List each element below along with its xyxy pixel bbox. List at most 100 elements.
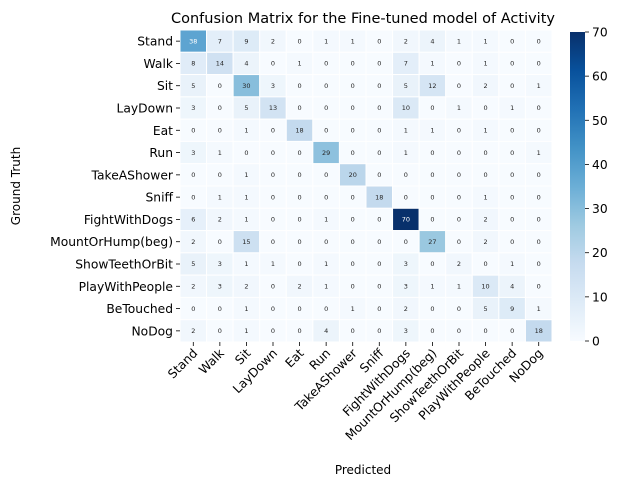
cell-value-label: 0 [377,171,381,179]
cell-value-label: 18 [535,327,543,335]
cell-value-label: 0 [271,282,275,290]
cell-value-label: 0 [271,327,275,335]
cell-value-label: 0 [457,60,461,68]
row-tick-label: Eat [153,124,173,138]
cell-value-label: 0 [324,60,328,68]
cell-value-label: 1 [324,216,328,224]
cell-value-label: 0 [430,260,434,268]
cell-value-label: 0 [324,238,328,246]
cell-value-label: 1 [351,37,355,45]
cell-value-label: 0 [351,327,355,335]
cell-value-label: 0 [351,282,355,290]
cell-value-label: 3 [218,282,222,290]
cell-value-label: 3 [404,282,408,290]
cell-value-label: 0 [324,305,328,313]
cell-value-label: 0 [377,305,381,313]
cell-value-label: 0 [510,126,514,134]
cell-value-label: 1 [244,171,248,179]
cell-value-label: 0 [377,82,381,90]
column-tick-label: Eat [283,346,307,370]
row-tick-label: TakeAShower [91,168,174,182]
cell-value-label: 0 [351,82,355,90]
cell-value-label: 0 [351,193,355,201]
cell-value-label: 5 [404,82,408,90]
cell-value-label: 0 [324,171,328,179]
cell-value-label: 10 [402,104,410,112]
colorbar-tick-label: 60 [592,70,608,84]
cell-value-label: 2 [191,327,195,335]
cell-value-label: 0 [377,327,381,335]
cell-value-label: 0 [377,37,381,45]
cell-value-label: 0 [298,37,302,45]
colorbar-tick-label: 40 [592,158,608,172]
cell-value-label: 14 [216,60,224,68]
cell-value-label: 0 [430,104,434,112]
cell-value-label: 18 [295,126,303,134]
row-tick-label: NoDog [131,324,173,338]
cell-value-label: 0 [404,171,408,179]
cell-value-label: 1 [244,260,248,268]
cell-value-label: 2 [191,282,195,290]
cell-value-label: 0 [537,126,541,134]
cell-value-label: 2 [484,216,488,224]
cell-value-label: 0 [537,193,541,201]
cell-value-label: 3 [191,104,195,112]
cell-value-label: 0 [457,149,461,157]
cell-value-label: 0 [484,327,488,335]
colorbar-tick-label: 30 [592,202,608,216]
row-tick-label: Sit [157,79,173,93]
cell-value-label: 0 [271,126,275,134]
cell-value-label: 7 [218,37,222,45]
cell-value-label: 0 [457,193,461,201]
cell-value-label: 30 [242,82,250,90]
row-tick-label: PlayWithPeople [79,280,173,294]
cell-value-label: 0 [510,193,514,201]
cell-value-label: 8 [191,60,195,68]
heatmap-cell-labels: 38 7 9 2 0 1 1 0 2 4 1 1 0 08 14 4 0 1 0 0 0 7 1 0 1 0 05 0 30 3 0 0 0 0 5… [189,37,543,335]
cell-value-label: 1 [510,104,514,112]
cell-value-label: 0 [457,216,461,224]
cell-value-label: 0 [271,171,275,179]
cell-value-label: 1 [484,37,488,45]
cell-value-label: 0 [404,193,408,201]
cell-value-label: 2 [457,260,461,268]
cell-value-label: 9 [510,305,514,313]
cell-value-label: 1 [484,60,488,68]
cell-value-label: 0 [457,82,461,90]
cell-value-label: 3 [191,149,195,157]
cell-value-label: 1 [537,305,541,313]
cell-value-label: 0 [457,126,461,134]
cell-value-label: 3 [404,260,408,268]
cell-value-label: 1 [484,126,488,134]
cell-value-label: 0 [351,238,355,246]
colorbar-tick-label: 10 [592,290,608,304]
cell-value-label: 0 [377,149,381,157]
cell-value-label: 1 [510,260,514,268]
cell-value-label: 9 [244,37,248,45]
cell-value-label: 4 [510,282,514,290]
column-tick-label: Sit [232,346,253,367]
cell-value-label: 0 [510,327,514,335]
cell-value-label: 2 [218,216,222,224]
cell-value-label: 0 [218,82,222,90]
cell-value-label: 0 [510,82,514,90]
row-tick-label: MountOrHump(beg) [50,235,173,249]
cell-value-label: 20 [349,171,357,179]
cell-value-label: 0 [298,260,302,268]
cell-value-label: 0 [537,260,541,268]
cell-value-label: 0 [377,282,381,290]
cell-value-label: 0 [218,104,222,112]
cell-value-label: 1 [244,126,248,134]
cell-value-label: 2 [298,282,302,290]
cell-value-label: 0 [457,238,461,246]
cell-value-label: 2 [244,282,248,290]
cell-value-label: 0 [271,60,275,68]
cell-value-label: 0 [324,104,328,112]
cell-value-label: 5 [244,104,248,112]
cell-value-label: 2 [191,238,195,246]
cell-value-label: 0 [377,60,381,68]
cell-value-label: 0 [510,216,514,224]
cell-value-label: 0 [430,193,434,201]
